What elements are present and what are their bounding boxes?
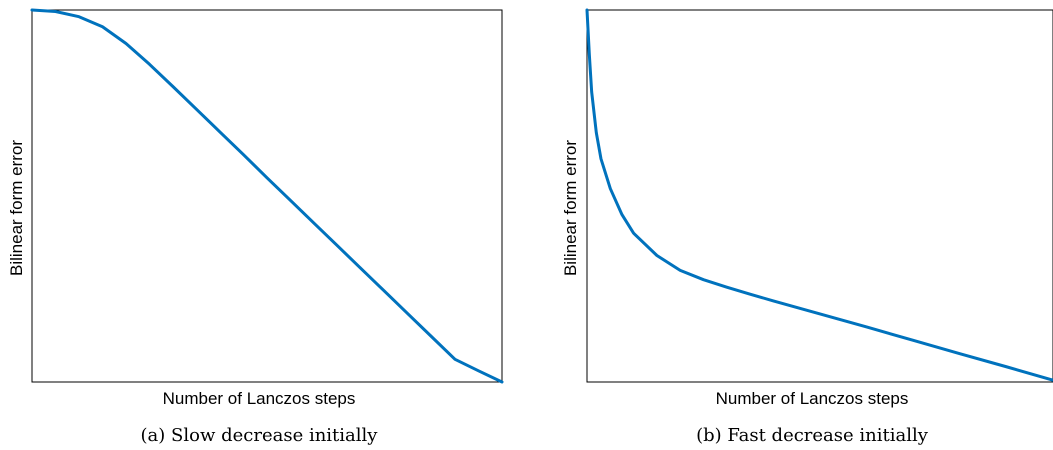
y-axis-label-b: Bilinear form error [561,140,580,276]
plot-frame-b [586,9,1053,383]
y-axis-label-a: Bilinear form error [7,140,26,276]
series-line-b [585,8,1053,382]
series-line-a [30,8,504,384]
x-axis-label-a: Number of Lanczos steps [163,389,356,408]
x-axis-label-b: Number of Lanczos steps [716,389,909,408]
caption-a: (a) Slow decrease initially [141,425,379,446]
chart-panel-a: Number of Lanczos steps Bilinear form er… [7,8,504,446]
plot-frame-a [31,9,503,383]
chart-panel-b: Number of Lanczos steps Bilinear form er… [561,8,1053,446]
caption-b: (b) Fast decrease initially [696,425,929,446]
